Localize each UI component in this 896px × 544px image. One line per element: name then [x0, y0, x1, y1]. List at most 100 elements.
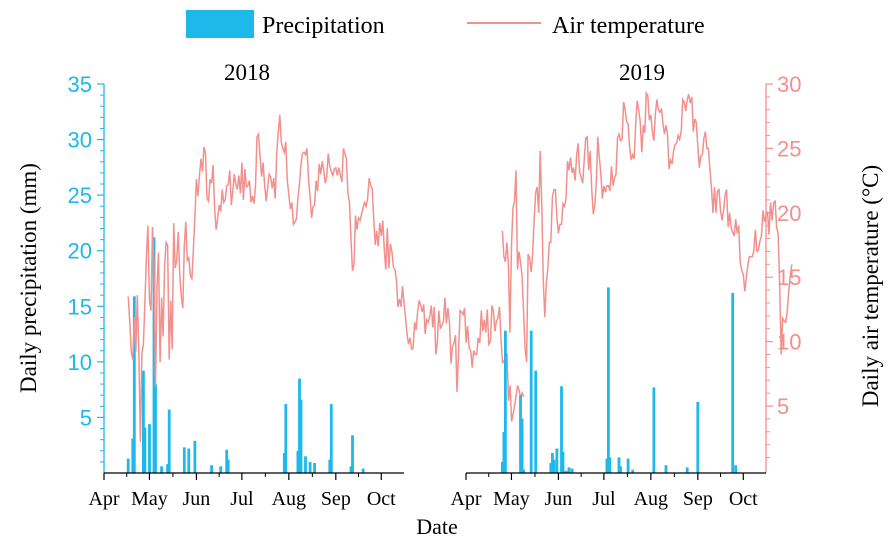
precip-bar [329, 404, 333, 473]
left-y-tick-label: 15 [68, 294, 92, 319]
legend-precipitation-label: Precipitation [262, 13, 385, 39]
precip-bar [608, 457, 612, 473]
precip-bar [308, 461, 312, 473]
precip-bar [193, 440, 197, 473]
precip-bar [652, 387, 656, 473]
right-y-ticks: 5 10 15 20 25 30 [766, 72, 801, 459]
x-ticks-2019: Apr May Jun Jul Aug Sep Oct [450, 473, 758, 510]
x-axis-label: Date [416, 514, 458, 539]
precip-bar [131, 438, 135, 473]
precip-bar [504, 330, 507, 473]
precip-bar [142, 370, 145, 473]
x-tick-label: Apr [450, 488, 481, 510]
precip-bar [560, 386, 563, 473]
precip-bar [731, 292, 735, 473]
precip-bar [696, 401, 700, 473]
x-tick-label: Jun [183, 488, 211, 510]
temperature-line-2019 [501, 90, 793, 363]
left-y-tick-label: 5 [80, 405, 92, 430]
precip-bar [328, 459, 332, 473]
precip-bar [529, 330, 533, 473]
x-tick-label: Sep [683, 488, 713, 510]
x-tick-label: Aug [634, 488, 668, 510]
precip-bar [154, 384, 157, 473]
x-tick-label: Oct [729, 488, 758, 510]
precip-bar [152, 237, 156, 473]
precip-bar [734, 465, 738, 473]
precip-bar [534, 370, 538, 473]
precip-bar [132, 296, 136, 473]
precip-bar [225, 449, 229, 473]
precip-bar [631, 469, 635, 473]
precip-bar [549, 463, 553, 473]
precip-bar [126, 458, 130, 473]
x-tick-label: Jul [230, 488, 254, 510]
right-y-tick-label: 30 [777, 72, 801, 97]
left-y-tick-label: 20 [68, 239, 92, 264]
precip-bar [182, 447, 186, 473]
precip-bar [226, 459, 230, 473]
panel-title-2019: 2019 [619, 60, 665, 85]
precip-bar [219, 466, 223, 473]
precip-bar [501, 461, 504, 473]
precip-bar [607, 287, 610, 473]
precipitation-bars-2019 [501, 287, 738, 473]
precip-bar [570, 468, 574, 473]
precip-bar [298, 378, 301, 473]
legend: Precipitation Air temperature [186, 10, 705, 39]
precip-bar [160, 466, 163, 473]
right-y-tick-label: 5 [777, 394, 789, 419]
precip-bar [605, 458, 609, 473]
precip-bar [282, 453, 286, 473]
precip-bar [617, 457, 621, 473]
x-tick-label: Jul [592, 488, 616, 510]
precip-bar [564, 470, 568, 473]
temperature-line-2018 [127, 114, 525, 443]
precip-bar [284, 404, 288, 473]
right-y-axis-label: Daily air temperature (°C) [858, 165, 883, 407]
precip-bar [299, 399, 303, 473]
precip-bar [148, 424, 151, 473]
precip-bar [187, 448, 191, 473]
precip-bar [551, 453, 554, 473]
precip-bar [520, 418, 524, 473]
precip-bar [619, 466, 622, 473]
precip-bar [522, 469, 525, 473]
precip-bar [351, 435, 354, 473]
x-tick-label: Aug [272, 488, 306, 510]
right-y-tick-label: 25 [777, 136, 801, 161]
precip-bar [143, 427, 147, 473]
precip-bar [166, 464, 169, 473]
legend-air-temperature-label: Air temperature [552, 13, 705, 39]
precip-bar [296, 450, 300, 473]
precip-bar [304, 456, 307, 473]
precip-bar [664, 465, 668, 473]
precip-bar [349, 466, 353, 473]
precipitation-bars-2018 [126, 237, 365, 473]
x-tick-label: Apr [88, 488, 119, 510]
precip-bar [210, 465, 213, 473]
left-y-tick-label: 35 [68, 72, 92, 97]
x-tick-label: Jun [545, 488, 573, 510]
right-y-tick-label: 15 [777, 265, 801, 290]
precip-bar [502, 431, 506, 473]
precip-bar [561, 451, 565, 473]
precip-bar [555, 448, 559, 473]
x-tick-label: Sep [321, 488, 351, 510]
left-y-axis-label: Daily precipitation (mm) [16, 163, 41, 393]
legend-precipitation-swatch [186, 10, 254, 38]
panel-title-2018: 2018 [224, 60, 270, 85]
precip-bar [167, 409, 171, 473]
precip-bar [519, 395, 522, 473]
panel-2019: 2019 5 10 15 20 25 30 Apr May Jun Jul Aug Sep Oct [450, 60, 801, 510]
left-y-tick-label: 30 [68, 128, 92, 153]
precip-bar [567, 467, 571, 473]
x-ticks-2018: Apr May Jun Jul Aug Sep Oct [88, 473, 396, 510]
precip-bar [685, 467, 689, 473]
precip-bar [361, 468, 365, 473]
precip-bar [552, 459, 556, 473]
right-y-tick-label: 10 [777, 330, 801, 355]
precip-bar [313, 463, 316, 473]
panel-2018: 2018 5 10 15 20 25 30 35 Apr May Jun Jul Aug Sep Oct [68, 60, 525, 510]
